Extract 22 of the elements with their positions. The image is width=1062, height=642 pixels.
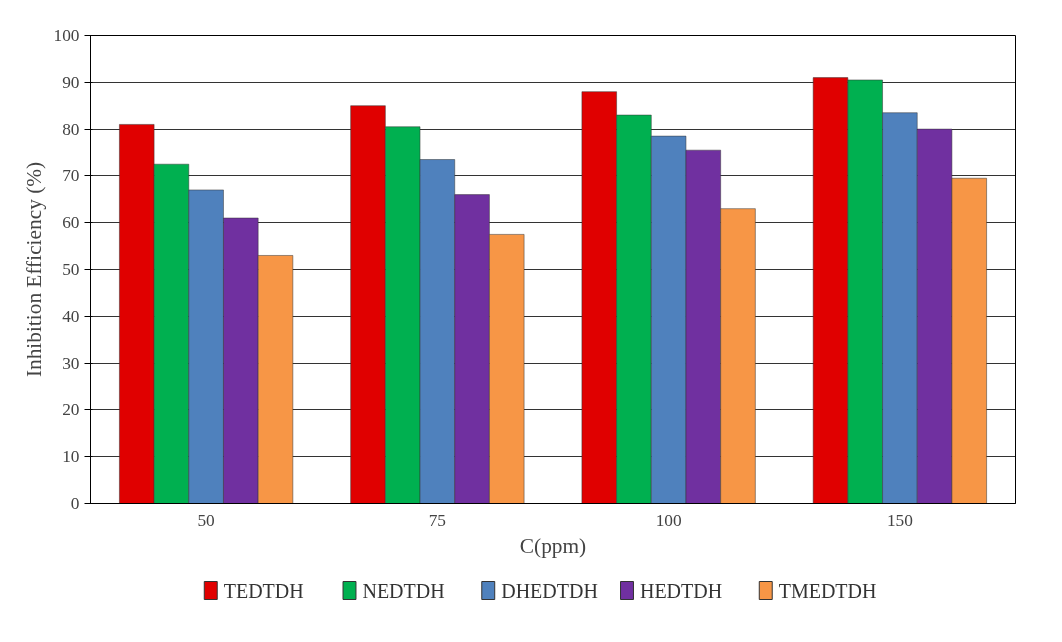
y-tick-label: 50 (62, 260, 80, 279)
x-tick-label: 50 (197, 510, 215, 530)
y-tick-label: 80 (62, 119, 80, 139)
legend-label: NEDTDH (362, 579, 445, 602)
x-tick-label: 75 (428, 510, 447, 530)
y-tick-label: 40 (62, 306, 80, 326)
y-tick-label: 100 (53, 26, 80, 45)
y-tick-label: 70 (62, 166, 80, 186)
x-tick-label: 150 (886, 510, 913, 530)
legend-label: TMEDTDH (778, 579, 877, 602)
y-tick-label: 90 (62, 72, 80, 92)
y-axis-title: Inhibition Efficiency (%) (21, 161, 46, 378)
y-tick-label: 60 (62, 213, 80, 233)
y-tick-label: 0 (70, 494, 80, 513)
x-tick-label: 100 (655, 510, 682, 530)
legend-label: TEDTDH (223, 579, 304, 602)
y-tick-label: 10 (62, 447, 80, 467)
x-axis-title: C(ppm) (519, 533, 587, 558)
legend-label: HEDTDH (639, 579, 723, 602)
y-tick-label: 30 (62, 353, 80, 373)
legend-label: DHEDTDH (501, 579, 598, 602)
y-tick-label: 20 (62, 400, 80, 420)
